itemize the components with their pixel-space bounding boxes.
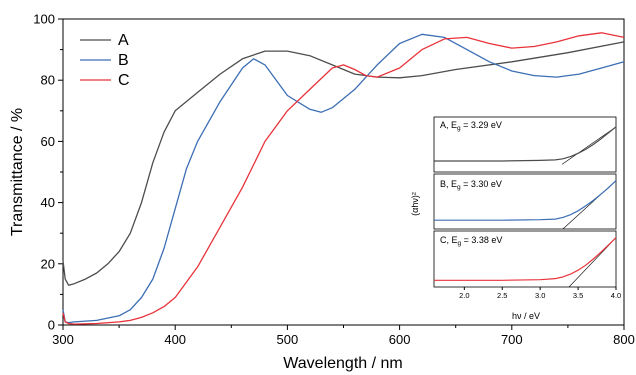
main-axes-ticks: 300 400 500 600 700 800 0 20 40 60 80 100 (33, 12, 635, 348)
inset-axis-ticks: 2.0 2.5 3.0 3.5 4.0 (459, 287, 621, 300)
inset-x-tick-label-3: 3.0 (535, 291, 545, 300)
series-line-a (62, 41, 625, 286)
y-tick-label-80: 80 (41, 73, 55, 88)
series-line-b (62, 33, 625, 324)
x-tick-label-400: 400 (164, 332, 186, 347)
inset-tauc-plot: 2.0 2.5 3.0 3.5 4.0 A, Eg = 3.29 eV B, Eg = … (410, 112, 622, 321)
series-line-c (62, 32, 625, 325)
y-tick-label-40: 40 (41, 195, 55, 210)
x-tick-label-300: 300 (52, 332, 74, 347)
inset-panel-label-b: B, Eg = 3.30 eV (440, 179, 502, 191)
y-tick-label-100: 100 (33, 12, 55, 27)
inset-x-tick-label-2.5: 2.5 (497, 291, 507, 300)
x-tick-label-600: 600 (389, 332, 411, 347)
inset-panel-frame-a (433, 116, 617, 173)
inset-x-tick-label-3.5: 3.5 (573, 291, 583, 300)
y-tick-label-0: 0 (48, 318, 55, 333)
inset-x-tick-label-2: 2.0 (459, 291, 469, 300)
x-tick-label-700: 700 (501, 332, 523, 347)
inset-y-axis-title: (αhν)² (410, 192, 420, 216)
x-tick-label-800: 800 (613, 332, 635, 347)
inset-curve-c (434, 237, 616, 281)
y-axis-title: Transmittance / % (9, 108, 26, 236)
legend-label-a: A (118, 32, 129, 49)
x-axis-title: Wavelength / nm (283, 355, 402, 372)
legend: A B C (80, 32, 130, 89)
legend-label-c: C (118, 72, 130, 89)
inset-background (423, 112, 622, 295)
inset-x-tick-label-4: 4.0 (611, 291, 621, 300)
inset-curve-b (434, 180, 616, 221)
inset-panel-label-c: C, Eg = 3.38 eV (440, 235, 502, 247)
inset-panel-frame-c (433, 230, 617, 288)
inset-panel-label-a: A, Eg = 3.29 eV (440, 120, 502, 132)
inset-tangent-a (561, 126, 616, 165)
main-series-group (62, 32, 625, 325)
y-tick-label-60: 60 (41, 134, 55, 149)
y-tick-label-20: 20 (41, 256, 55, 271)
x-tick-label-500: 500 (277, 332, 299, 347)
inset-curve-a (434, 126, 616, 162)
inset-x-axis-title: hν / eV (512, 311, 540, 321)
inset-panel-frame-b (433, 173, 617, 230)
legend-label-b: B (118, 52, 129, 69)
inset-panels (433, 116, 617, 288)
